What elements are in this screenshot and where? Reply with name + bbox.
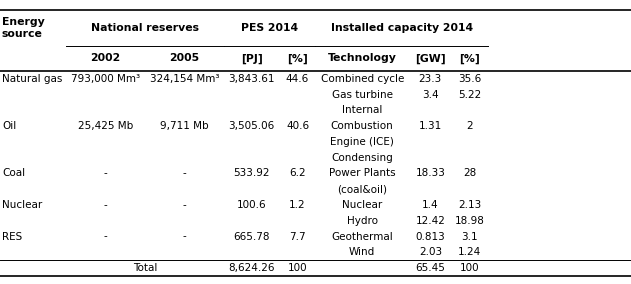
Text: 0.813: 0.813 bbox=[415, 231, 445, 242]
Text: 2005: 2005 bbox=[170, 53, 199, 63]
Text: 1.24: 1.24 bbox=[458, 247, 481, 257]
Text: [GW]: [GW] bbox=[415, 53, 445, 64]
Text: 3.1: 3.1 bbox=[461, 231, 478, 242]
Text: -: - bbox=[104, 231, 107, 242]
Text: 40.6: 40.6 bbox=[286, 121, 309, 131]
Text: 793,000 Mm³: 793,000 Mm³ bbox=[71, 74, 140, 84]
Text: 2.13: 2.13 bbox=[458, 200, 481, 210]
Text: 44.6: 44.6 bbox=[286, 74, 309, 84]
Text: 18.98: 18.98 bbox=[455, 216, 485, 226]
Text: -: - bbox=[183, 168, 186, 178]
Text: 100: 100 bbox=[460, 263, 480, 273]
Text: 100.6: 100.6 bbox=[237, 200, 266, 210]
Text: National reserves: National reserves bbox=[91, 23, 199, 33]
Text: 5.22: 5.22 bbox=[458, 89, 481, 99]
Text: 2002: 2002 bbox=[91, 53, 121, 63]
Text: Coal: Coal bbox=[2, 168, 25, 178]
Text: [%]: [%] bbox=[459, 53, 480, 64]
Text: 3,505.06: 3,505.06 bbox=[228, 121, 275, 131]
Text: 23.3: 23.3 bbox=[419, 74, 442, 84]
Text: 18.33: 18.33 bbox=[415, 168, 445, 178]
Text: 1.2: 1.2 bbox=[289, 200, 306, 210]
Text: 3.4: 3.4 bbox=[422, 89, 439, 99]
Text: 25,425 Mb: 25,425 Mb bbox=[78, 121, 133, 131]
Text: 6.2: 6.2 bbox=[289, 168, 306, 178]
Text: Installed capacity 2014: Installed capacity 2014 bbox=[331, 23, 473, 33]
Text: 28: 28 bbox=[463, 168, 476, 178]
Text: 7.7: 7.7 bbox=[289, 231, 306, 242]
Text: Power Plants: Power Plants bbox=[329, 168, 396, 178]
Text: Wind: Wind bbox=[349, 247, 375, 257]
Text: Engine (ICE): Engine (ICE) bbox=[330, 137, 394, 147]
Text: 9,711 Mb: 9,711 Mb bbox=[160, 121, 209, 131]
Text: 2: 2 bbox=[466, 121, 473, 131]
Text: Energy
source: Energy source bbox=[2, 17, 45, 39]
Text: [PJ]: [PJ] bbox=[241, 53, 262, 64]
Text: Combustion: Combustion bbox=[331, 121, 394, 131]
Text: Combined cycle: Combined cycle bbox=[321, 74, 404, 84]
Text: 3,843.61: 3,843.61 bbox=[228, 74, 275, 84]
Text: Natural gas: Natural gas bbox=[2, 74, 62, 84]
Text: 100: 100 bbox=[288, 263, 307, 273]
Text: Hydro: Hydro bbox=[346, 216, 378, 226]
Text: RES: RES bbox=[2, 231, 22, 242]
Text: PES 2014: PES 2014 bbox=[241, 23, 298, 33]
Text: Nuclear: Nuclear bbox=[2, 200, 42, 210]
Text: 533.92: 533.92 bbox=[233, 168, 270, 178]
Text: Nuclear: Nuclear bbox=[342, 200, 382, 210]
Text: 665.78: 665.78 bbox=[233, 231, 270, 242]
Text: Internal: Internal bbox=[342, 105, 382, 115]
Text: -: - bbox=[183, 231, 186, 242]
Text: 1.4: 1.4 bbox=[422, 200, 439, 210]
Text: Condensing: Condensing bbox=[331, 153, 393, 163]
Text: [%]: [%] bbox=[287, 53, 308, 64]
Text: -: - bbox=[183, 200, 186, 210]
Text: 1.31: 1.31 bbox=[419, 121, 442, 131]
Text: 12.42: 12.42 bbox=[415, 216, 445, 226]
Text: 8,624.26: 8,624.26 bbox=[228, 263, 275, 273]
Text: Oil: Oil bbox=[2, 121, 16, 131]
Text: 324,154 Mm³: 324,154 Mm³ bbox=[150, 74, 220, 84]
Text: (coal&oil): (coal&oil) bbox=[337, 184, 387, 194]
Text: Gas turbine: Gas turbine bbox=[332, 89, 392, 99]
Text: -: - bbox=[104, 200, 107, 210]
Text: 35.6: 35.6 bbox=[458, 74, 481, 84]
Text: Total: Total bbox=[133, 263, 157, 273]
Text: Geothermal: Geothermal bbox=[331, 231, 393, 242]
Text: -: - bbox=[104, 168, 107, 178]
Text: 2.03: 2.03 bbox=[419, 247, 442, 257]
Text: Technology: Technology bbox=[327, 53, 397, 63]
Text: 65.45: 65.45 bbox=[415, 263, 445, 273]
